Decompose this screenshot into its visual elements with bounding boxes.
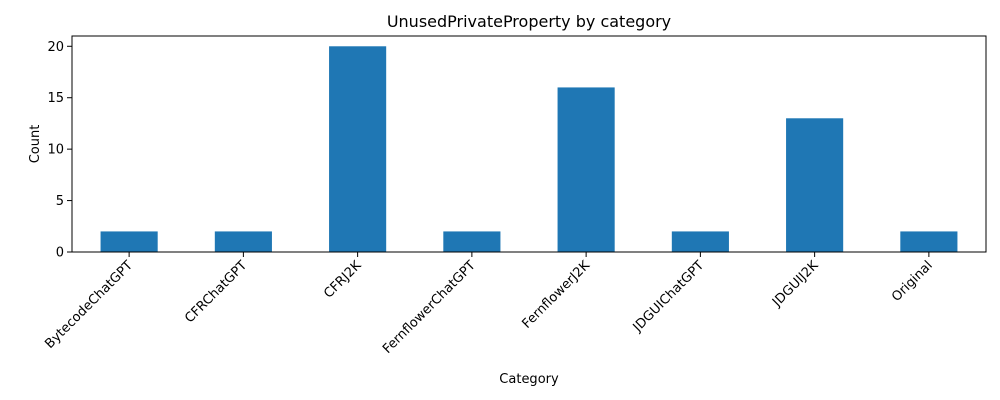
x-tick-label: JDGUIJ2K bbox=[769, 258, 822, 311]
y-tick-label: 10 bbox=[47, 143, 64, 158]
bar-FernflowerChatGPT bbox=[443, 231, 501, 252]
y-axis-label: Count bbox=[28, 125, 43, 164]
y-axis: 0 5 10 15 20 bbox=[47, 40, 72, 261]
chart-title: UnusedPrivateProperty by category bbox=[387, 12, 671, 31]
bar-CFRChatGPT bbox=[214, 231, 272, 252]
x-tick-label: CFRChatGPT bbox=[182, 258, 250, 326]
x-axis: BytecodeChatGPT CFRChatGPT CFRJ2K Fernflowe… bbox=[42, 252, 936, 357]
y-tick-label: 0 bbox=[56, 246, 64, 261]
x-tick-label: FernflowerJ2K bbox=[520, 258, 594, 332]
bar-JDGUIChatGPT bbox=[671, 231, 729, 252]
bar-JDGUIJ2K bbox=[786, 118, 844, 253]
x-tick-label: CFRJ2K bbox=[321, 258, 365, 302]
bar-BytecodeChatGPT bbox=[100, 231, 158, 252]
bars-group bbox=[100, 46, 958, 253]
x-tick-label: FernflowerChatGPT bbox=[380, 258, 479, 357]
x-tick-label: BytecodeChatGPT bbox=[42, 258, 136, 352]
bar-FernflowerJ2K bbox=[557, 87, 615, 252]
y-tick-label: 5 bbox=[56, 194, 64, 209]
y-tick-label: 15 bbox=[47, 91, 64, 106]
plot-frame bbox=[71, 35, 987, 253]
y-tick-label: 20 bbox=[47, 40, 64, 55]
bar-Original bbox=[900, 231, 958, 252]
x-tick-label: JDGUIChatGPT bbox=[630, 258, 707, 335]
x-axis-label: Category bbox=[499, 372, 559, 387]
x-tick-label: Original bbox=[889, 258, 936, 305]
bar-CFRJ2K bbox=[329, 46, 387, 253]
